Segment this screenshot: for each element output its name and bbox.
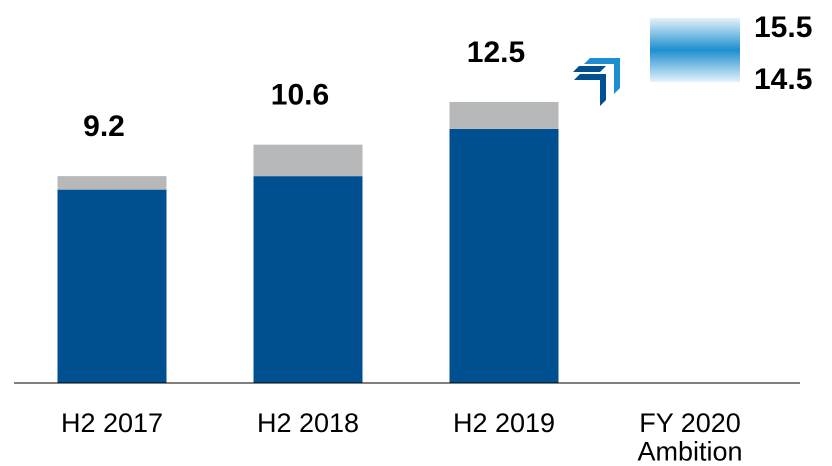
bar-segment xyxy=(57,189,167,383)
total-label: 9.2 xyxy=(83,110,125,143)
ambition-high-label: 15.5 xyxy=(754,11,812,44)
bar-segment xyxy=(449,128,559,383)
arrow-icon xyxy=(573,58,620,106)
ambition-range xyxy=(650,18,740,82)
x-tick-label: H2 2017 xyxy=(61,408,163,438)
ambition-low-label: 14.5 xyxy=(754,63,812,96)
total-label: 12.5 xyxy=(467,36,525,69)
bar-segment xyxy=(57,176,167,190)
bar-segment xyxy=(253,176,363,383)
total-label: 10.6 xyxy=(271,79,329,112)
bar-segment xyxy=(253,144,363,177)
bar-segment xyxy=(449,101,559,129)
x-tick-label: H2 2018 xyxy=(257,408,359,438)
x-tick-label: H2 2019 xyxy=(453,408,555,438)
x-tick-label: FY 2020 Ambition xyxy=(637,408,742,466)
